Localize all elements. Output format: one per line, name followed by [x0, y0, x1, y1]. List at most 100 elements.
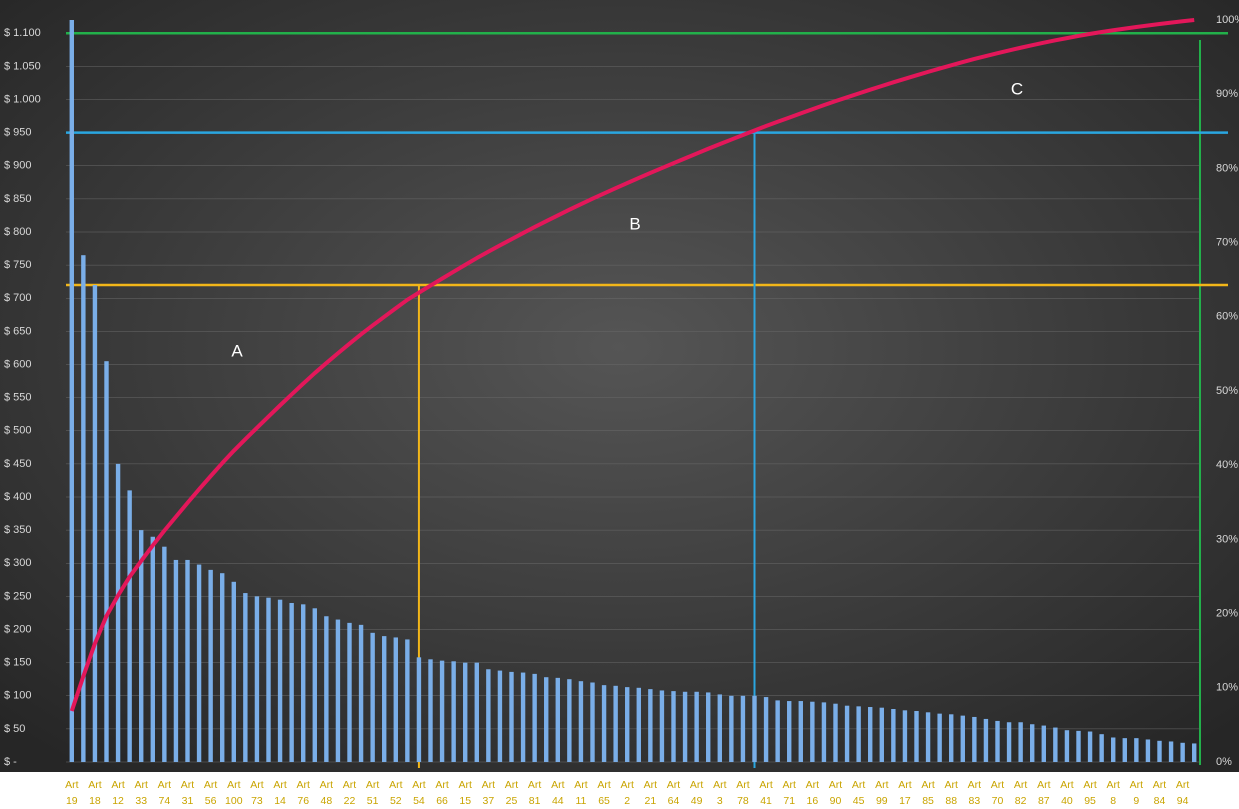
x-tick-label: Art 70 — [991, 779, 1005, 807]
bar — [416, 657, 422, 762]
x-tick-label: Art 3 — [713, 779, 727, 807]
bar — [925, 712, 931, 762]
y-tick-label: $ 500 — [4, 425, 32, 437]
bar — [671, 691, 676, 762]
bar — [879, 707, 884, 762]
bar — [173, 559, 179, 762]
bar — [428, 659, 433, 762]
x-tick-label: Art 81 — [528, 779, 542, 807]
x-tick-label: Art 71 — [783, 779, 797, 807]
y2-tick-label: 100% — [1216, 14, 1239, 26]
y2-tick-label: 50% — [1216, 385, 1238, 397]
bar — [301, 604, 306, 762]
x-tick-label: Art 74 — [158, 779, 172, 807]
bar — [532, 673, 537, 762]
y2-tick-label: 70% — [1216, 237, 1238, 249]
bar — [590, 682, 595, 762]
bar — [312, 608, 317, 762]
bar — [185, 559, 190, 762]
y-tick-label: $ 700 — [4, 292, 32, 304]
x-tick-label: Art 31 — [181, 779, 195, 807]
y2-tick-label: 10% — [1216, 682, 1238, 694]
bar — [821, 702, 827, 762]
x-tick-label: Art 49 — [690, 779, 704, 807]
bar — [1111, 737, 1116, 762]
bar — [393, 637, 398, 762]
y2-tick-label: 60% — [1216, 311, 1238, 323]
x-tick-label: Art 66 — [435, 779, 449, 807]
x-tick-label: Art 94 — [1176, 779, 1190, 807]
y2-tick-label: 30% — [1216, 533, 1238, 545]
x-tick-label: Art 40 — [1060, 779, 1074, 807]
x-tick-label: Art 15 — [459, 779, 473, 807]
y-tick-label: $ 200 — [4, 623, 32, 635]
bar — [1064, 730, 1070, 762]
x-tick-label: Art 41 — [759, 779, 773, 807]
y-tick-label: $ 350 — [4, 524, 32, 536]
bar — [335, 619, 341, 762]
y2-tick-label: 90% — [1216, 88, 1238, 100]
bar — [555, 677, 560, 762]
bar — [578, 681, 584, 762]
x-tick-label: Art 99 — [875, 779, 889, 807]
bar — [833, 703, 838, 762]
bar — [358, 624, 364, 762]
y-tick-label: $ - — [4, 756, 17, 768]
y-tick-label: $ 950 — [4, 127, 32, 139]
x-tick-label: Art 100 — [225, 779, 243, 807]
bar — [69, 20, 74, 762]
plot-background — [0, 0, 1239, 772]
bar — [763, 697, 769, 762]
bar — [995, 720, 1000, 762]
x-tick-label: Art 82 — [1014, 779, 1028, 807]
x-tick-label: Art 87 — [1037, 779, 1051, 807]
x-tick-label: Art 84 — [1153, 779, 1167, 807]
bar — [162, 546, 167, 762]
bar — [196, 564, 202, 762]
bar — [1087, 731, 1093, 762]
y2-tick-label: 80% — [1216, 162, 1238, 174]
y-tick-label: $ 900 — [4, 160, 32, 172]
bar — [150, 536, 155, 762]
x-tick-label: Art 51 — [366, 779, 380, 807]
y-tick-label: $ 450 — [4, 458, 32, 470]
bar — [983, 718, 989, 762]
bar — [544, 677, 549, 762]
bar — [914, 710, 919, 762]
bar — [694, 691, 699, 762]
bar — [1157, 740, 1162, 762]
bar — [1180, 742, 1185, 762]
bar — [682, 691, 688, 762]
bar — [1006, 722, 1012, 762]
bar — [1053, 727, 1058, 762]
y-tick-label: $ 1.100 — [4, 27, 41, 39]
bar — [520, 672, 526, 762]
x-tick-label: Art 21 — [644, 779, 658, 807]
bar — [347, 622, 352, 762]
y-tick-label: $ 250 — [4, 590, 32, 602]
bar — [625, 687, 630, 762]
bar — [451, 661, 456, 762]
bar — [243, 593, 248, 762]
bar — [613, 685, 618, 762]
bar — [706, 692, 711, 762]
bar — [81, 255, 86, 762]
x-tick-label: Art 78 — [736, 779, 750, 807]
x-tick-label: Art 8 — [1107, 779, 1121, 807]
x-tick-label: Art 22 — [343, 779, 357, 807]
bar — [509, 671, 514, 762]
annotation: B — [629, 214, 640, 233]
bar — [405, 639, 410, 762]
bar — [277, 599, 283, 762]
bar — [1041, 725, 1046, 762]
bar — [474, 662, 479, 762]
bar — [729, 695, 734, 762]
x-tick-label: Art 2 — [621, 779, 635, 807]
bar — [1168, 741, 1174, 762]
x-tick-label: Art 76 — [297, 779, 311, 807]
bar — [439, 660, 445, 762]
bar — [937, 713, 942, 762]
bar — [567, 679, 572, 762]
y-tick-label: $ 150 — [4, 657, 32, 669]
